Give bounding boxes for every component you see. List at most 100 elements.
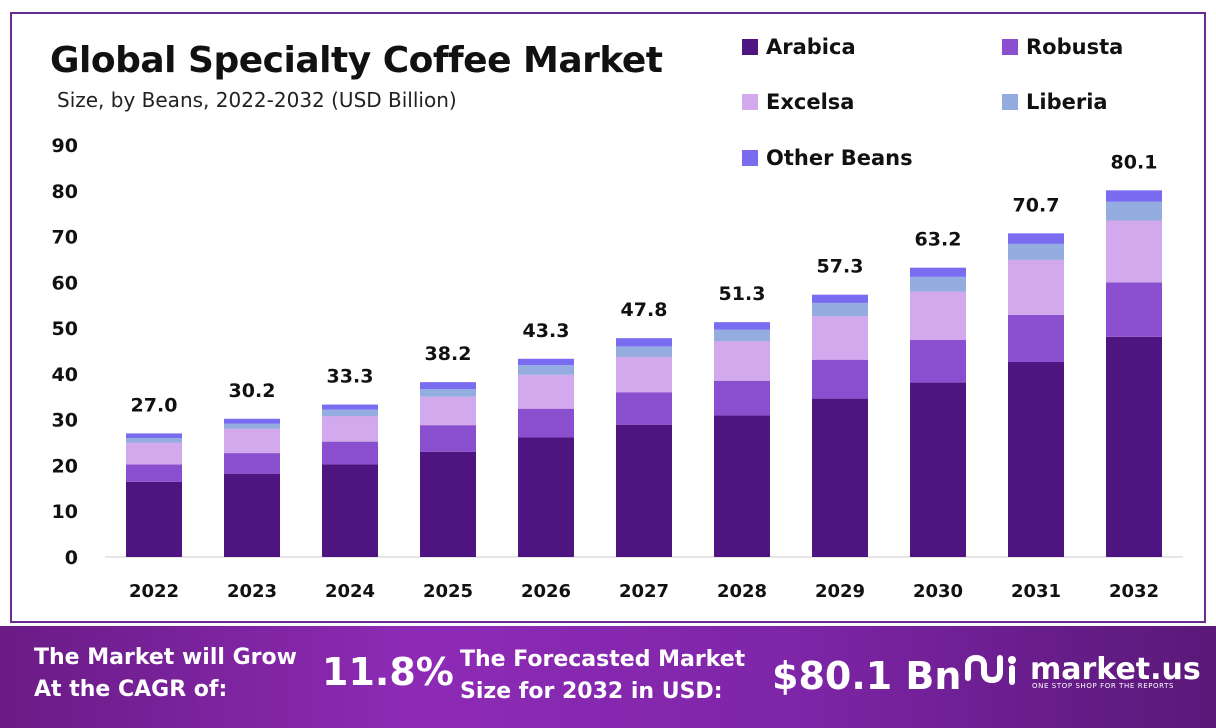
forecast-value: $80.1 Bn [772,654,962,698]
x-tick-label: 2032 [1109,581,1159,602]
bar-segment-robusta [322,441,378,465]
bar-segment-other-beans [616,338,672,347]
bar-segment-arabica [1008,361,1064,557]
bar-segment-excelsa [910,291,966,341]
bar-segment-liberia [518,365,574,375]
y-tick-label: 10 [52,501,78,523]
bar-segment-arabica [126,481,182,557]
y-tick-label: 50 [52,318,78,340]
x-tick-label: 2029 [815,581,865,602]
bar-segment-other-beans [812,294,868,303]
bar-segment-liberia [714,329,770,342]
bar-total-label: 43.3 [523,320,570,342]
bar-segment-liberia [224,423,280,429]
bar-segment-arabica [518,437,574,557]
bar-segment-excelsa [1008,259,1064,315]
y-tick-label: 20 [52,455,78,477]
bar-segment-arabica [910,382,966,557]
bar-segment-arabica [322,464,378,557]
bar-segment-arabica [616,424,672,557]
cagr-caption-line2: At the CAGR of: [34,677,228,702]
bar-segment-robusta [126,464,182,482]
legend-item-other-beans: Other Beans [742,146,913,170]
chart-card [10,12,1206,623]
bar-segment-liberia [910,276,966,292]
bar-segment-robusta [420,425,476,452]
x-tick-label: 2023 [227,581,277,602]
market-us-logo-icon [965,654,1016,685]
bar-segment-arabica [812,398,868,557]
x-tick-label: 2028 [717,581,767,602]
bar-total-label: 51.3 [719,283,766,305]
bar-segment-excelsa [1106,220,1162,283]
bar-segment-excelsa [420,396,476,426]
legend-swatch-excelsa [742,94,758,110]
cagr-caption: The Market will Grow At the CAGR of: [34,642,297,706]
bar-segment-excelsa [322,416,378,442]
bar-segment-excelsa [126,442,182,465]
y-tick-label: 0 [65,547,78,569]
chart-title: Global Specialty Coffee Market [50,40,663,81]
bar-total-label: 33.3 [327,366,374,388]
bar-segment-liberia [322,409,378,417]
bar-segment-excelsa [518,374,574,409]
cagr-caption-line1: The Market will Grow [34,645,297,670]
bar-total-label: 57.3 [817,256,864,278]
bar-segment-other-beans [714,322,770,330]
bar-segment-robusta [910,340,966,383]
bar-segment-other-beans [322,404,378,410]
y-tick-label: 80 [52,181,78,203]
brand-tagline: ONE STOP SHOP FOR THE REPORTS [1032,682,1175,690]
bar-segment-excelsa [812,316,868,360]
bar-segment-excelsa [714,341,770,381]
x-tick-label: 2027 [619,581,669,602]
legend-swatch-other-beans [742,150,758,166]
forecast-caption: The Forecasted Market Size for 2032 in U… [460,644,745,708]
bar-segment-robusta [224,453,280,474]
bar-total-label: 70.7 [1013,194,1060,216]
bar-segment-robusta [1106,282,1162,337]
y-tick-label: 70 [52,227,78,249]
x-tick-label: 2025 [423,581,473,602]
bar-segment-excelsa [616,356,672,393]
bar-segment-robusta [714,380,770,416]
legend-label-other-beans: Other Beans [766,146,913,170]
y-tick-label: 30 [52,410,78,432]
y-tick-label: 40 [52,364,78,386]
legend-swatch-liberia [1002,94,1018,110]
bar-segment-liberia [1106,201,1162,221]
cagr-value: 11.8% [322,650,454,694]
x-tick-label: 2030 [913,581,963,602]
legend-swatch-arabica [742,39,758,55]
bar-segment-arabica [224,473,280,557]
legend-item-liberia: Liberia [1002,90,1108,114]
legend-label-robusta: Robusta [1026,35,1124,59]
bar-segment-liberia [616,346,672,357]
bar-segment-excelsa [224,428,280,454]
bar-segment-other-beans [420,382,476,389]
brand[interactable]: market.us [962,650,1201,690]
x-tick-label: 2031 [1011,581,1061,602]
legend-item-excelsa: Excelsa [742,90,854,114]
bar-total-label: 63.2 [915,229,962,251]
x-tick-label: 2026 [521,581,571,602]
legend-label-arabica: Arabica [766,35,856,59]
x-tick-label: 2024 [325,581,375,602]
bar-segment-liberia [812,302,868,317]
bar-total-label: 80.1 [1111,151,1158,173]
bar-segment-other-beans [1008,233,1064,244]
legend-label-excelsa: Excelsa [766,90,855,114]
bar-segment-other-beans [224,418,280,424]
y-tick-label: 90 [52,135,78,157]
bar-segment-arabica [420,451,476,557]
bar-segment-other-beans [910,267,966,277]
bar-segment-robusta [616,392,672,425]
chart-subtitle: Size, by Beans, 2022-2032 (USD Billion) [57,88,457,112]
legend-item-robusta: Robusta [1002,35,1123,59]
bar-segment-robusta [812,359,868,399]
stacked-bar-chart: 010203040506070809027.0202230.2202333.32… [52,135,1183,602]
bar-segment-robusta [1008,314,1064,362]
forecast-caption-line2: Size for 2032 in USD: [460,679,723,704]
bar-segment-other-beans [518,358,574,366]
forecast-caption-line1: The Forecasted Market [460,647,746,672]
